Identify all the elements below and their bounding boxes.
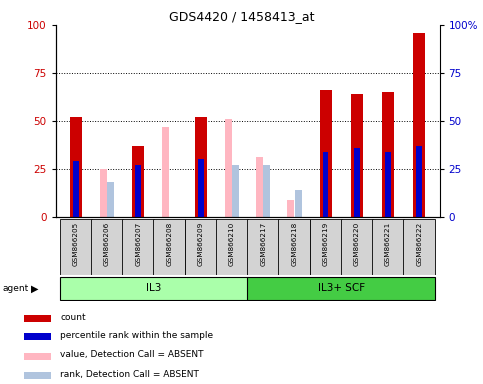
- Bar: [24, 353, 51, 360]
- Bar: [60, 276, 248, 300]
- Text: GSM866207: GSM866207: [135, 222, 141, 266]
- Text: GSM866218: GSM866218: [291, 222, 298, 266]
- Text: GSM866205: GSM866205: [73, 222, 79, 266]
- Bar: [70, 117, 82, 217]
- Text: GSM866221: GSM866221: [385, 222, 391, 266]
- Bar: [24, 314, 51, 322]
- Bar: [195, 117, 207, 217]
- Bar: [413, 33, 425, 217]
- Bar: [100, 169, 107, 217]
- Bar: [91, 219, 123, 275]
- Text: count: count: [60, 313, 86, 321]
- Text: agent: agent: [2, 284, 28, 293]
- Bar: [320, 90, 331, 217]
- Bar: [278, 219, 311, 275]
- Bar: [60, 219, 92, 275]
- Bar: [225, 119, 232, 217]
- Bar: [372, 219, 404, 275]
- Bar: [73, 161, 79, 217]
- Bar: [216, 219, 248, 275]
- Bar: [263, 165, 270, 217]
- Bar: [154, 219, 185, 275]
- Bar: [162, 127, 169, 217]
- Bar: [135, 165, 141, 217]
- Bar: [247, 276, 435, 300]
- Bar: [232, 165, 239, 217]
- Text: percentile rank within the sample: percentile rank within the sample: [60, 331, 213, 340]
- Text: GSM866219: GSM866219: [323, 222, 328, 266]
- Bar: [185, 219, 217, 275]
- Text: GSM866208: GSM866208: [167, 222, 172, 266]
- Bar: [287, 200, 294, 217]
- Bar: [351, 94, 363, 217]
- Text: GSM866210: GSM866210: [229, 222, 235, 266]
- Bar: [247, 219, 279, 275]
- Bar: [256, 157, 263, 217]
- Text: GSM866217: GSM866217: [260, 222, 266, 266]
- Bar: [385, 152, 391, 217]
- Text: value, Detection Call = ABSENT: value, Detection Call = ABSENT: [60, 351, 204, 359]
- Text: GSM866220: GSM866220: [354, 222, 360, 266]
- Bar: [132, 146, 144, 217]
- Bar: [403, 219, 435, 275]
- Text: rank, Detection Call = ABSENT: rank, Detection Call = ABSENT: [60, 370, 199, 379]
- Bar: [310, 219, 341, 275]
- Bar: [122, 219, 154, 275]
- Text: GSM866209: GSM866209: [198, 222, 204, 266]
- Text: ▶: ▶: [31, 284, 39, 294]
- Bar: [416, 146, 422, 217]
- Bar: [107, 182, 114, 217]
- Bar: [341, 219, 373, 275]
- Text: IL3+ SCF: IL3+ SCF: [318, 283, 365, 293]
- Text: GDS4420 / 1458413_at: GDS4420 / 1458413_at: [169, 10, 314, 23]
- Bar: [354, 148, 360, 217]
- Bar: [198, 159, 203, 217]
- Text: GSM866206: GSM866206: [104, 222, 110, 266]
- Bar: [295, 190, 301, 217]
- Text: GSM866222: GSM866222: [416, 222, 422, 266]
- Bar: [24, 333, 51, 341]
- Text: IL3: IL3: [146, 283, 162, 293]
- Bar: [382, 92, 394, 217]
- Bar: [24, 372, 51, 379]
- Bar: [323, 152, 328, 217]
